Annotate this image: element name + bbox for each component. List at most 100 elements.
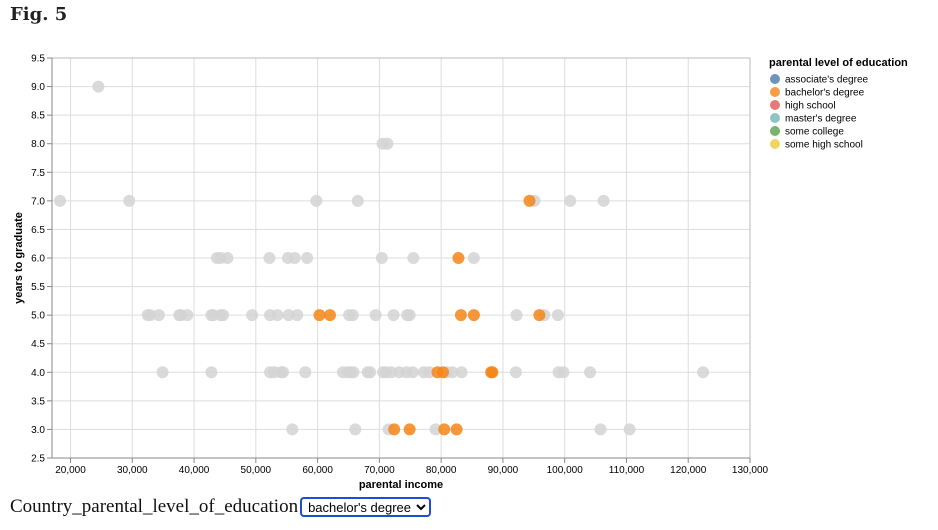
chart-grid bbox=[52, 57, 751, 459]
data-point-unselected[interactable] bbox=[291, 309, 304, 322]
data-point-unselected[interactable] bbox=[406, 366, 419, 379]
data-point-unselected[interactable] bbox=[217, 309, 230, 322]
filter-label: Country_parental_level_of_education bbox=[10, 496, 299, 517]
data-point-unselected[interactable] bbox=[429, 423, 442, 436]
data-point-selected[interactable] bbox=[323, 309, 336, 322]
x-tick-label: 70,000 bbox=[364, 465, 395, 476]
data-point-unselected[interactable] bbox=[509, 366, 522, 379]
data-point-selected[interactable] bbox=[533, 309, 546, 322]
data-point-unselected[interactable] bbox=[387, 309, 400, 322]
y-tick-label: 2.5 bbox=[31, 454, 45, 465]
data-point-unselected[interactable] bbox=[347, 366, 360, 379]
data-point-unselected[interactable] bbox=[181, 309, 194, 322]
legend-label[interactable]: associate's degree bbox=[785, 75, 869, 86]
legend-label[interactable]: some high school bbox=[785, 140, 863, 151]
data-point-unselected[interactable] bbox=[369, 309, 382, 322]
filter-row: Country_parental_level_of_education bach… bbox=[10, 496, 432, 518]
data-point-unselected[interactable] bbox=[310, 194, 323, 207]
data-point-unselected[interactable] bbox=[623, 423, 636, 436]
data-point-unselected[interactable] bbox=[277, 366, 290, 379]
legend-swatch[interactable] bbox=[770, 100, 780, 110]
data-point-unselected[interactable] bbox=[584, 366, 597, 379]
legend-swatch[interactable] bbox=[770, 87, 780, 97]
data-point-unselected[interactable] bbox=[349, 423, 362, 436]
x-tick-label: 90,000 bbox=[488, 465, 519, 476]
x-axis-label: parental income bbox=[359, 479, 443, 491]
y-tick-label: 4.0 bbox=[31, 368, 45, 379]
y-tick-label: 3.5 bbox=[31, 396, 45, 407]
data-point-unselected[interactable] bbox=[299, 366, 312, 379]
data-point-unselected[interactable] bbox=[263, 252, 276, 264]
data-point-selected[interactable] bbox=[486, 366, 499, 379]
data-point-unselected[interactable] bbox=[364, 366, 377, 379]
data-point-unselected[interactable] bbox=[446, 366, 459, 379]
data-point-unselected[interactable] bbox=[301, 252, 314, 264]
x-tick-label: 100,000 bbox=[547, 465, 584, 476]
data-point-unselected[interactable] bbox=[92, 80, 105, 93]
y-tick-label: 7.5 bbox=[31, 168, 45, 179]
legend-swatch[interactable] bbox=[770, 74, 780, 84]
legend-swatch[interactable] bbox=[770, 139, 780, 149]
data-point-selected[interactable] bbox=[437, 366, 450, 379]
data-point-unselected[interactable] bbox=[594, 423, 607, 436]
data-point-unselected[interactable] bbox=[123, 194, 136, 207]
data-point-unselected[interactable] bbox=[564, 194, 577, 207]
legend[interactable]: parental level of education associate's … bbox=[769, 57, 908, 151]
data-point-selected[interactable] bbox=[523, 194, 536, 207]
data-point-unselected[interactable] bbox=[455, 366, 468, 379]
data-point-unselected[interactable] bbox=[697, 366, 710, 379]
data-point-unselected[interactable] bbox=[288, 252, 301, 264]
legend-label[interactable]: bachelor's degree bbox=[785, 88, 865, 99]
legend-label[interactable]: master's degree bbox=[785, 114, 857, 125]
x-tick-label: 120,000 bbox=[670, 465, 707, 476]
data-point-unselected[interactable] bbox=[467, 252, 480, 264]
chart-axes: 2.5 3.0 3.5 4.0 4.5 5.0 5.5 6.0 6.5 7.0 7.5 8.0 8.5 9… bbox=[31, 54, 768, 477]
figure-title: Fig. 5 bbox=[10, 4, 68, 25]
data-point-unselected[interactable] bbox=[282, 309, 295, 322]
y-tick-label: 5.5 bbox=[31, 282, 45, 293]
data-point-unselected[interactable] bbox=[271, 309, 284, 322]
data-point-unselected[interactable] bbox=[205, 366, 218, 379]
data-point-selected[interactable] bbox=[467, 309, 480, 322]
data-point-unselected[interactable] bbox=[557, 366, 570, 379]
data-point-unselected[interactable] bbox=[407, 252, 420, 264]
data-point-unselected[interactable] bbox=[152, 309, 165, 322]
data-point-unselected[interactable] bbox=[381, 137, 394, 150]
data-point-selected[interactable] bbox=[450, 423, 463, 436]
y-tick-label: 8.5 bbox=[31, 111, 45, 122]
y-tick-label: 9.5 bbox=[31, 54, 45, 65]
x-tick-label: 20,000 bbox=[55, 465, 86, 476]
data-point-selected[interactable] bbox=[313, 309, 326, 322]
x-tick-label: 30,000 bbox=[117, 465, 148, 476]
legend-label[interactable]: high school bbox=[785, 101, 836, 112]
data-point-unselected[interactable] bbox=[551, 309, 564, 322]
data-point-unselected[interactable] bbox=[54, 194, 67, 207]
data-point-selected[interactable] bbox=[438, 423, 451, 436]
data-point-selected[interactable] bbox=[403, 423, 416, 436]
y-axis-label: years to graduate bbox=[13, 212, 25, 304]
x-tick-label: 40,000 bbox=[179, 465, 210, 476]
data-point-unselected[interactable] bbox=[375, 252, 388, 264]
data-point-selected[interactable] bbox=[452, 252, 465, 264]
y-tick-label: 3.0 bbox=[31, 425, 45, 436]
legend-label[interactable]: some college bbox=[785, 127, 844, 138]
data-point-unselected[interactable] bbox=[351, 194, 364, 207]
data-point-unselected[interactable] bbox=[597, 194, 610, 207]
data-point-unselected[interactable] bbox=[510, 309, 523, 322]
scatter-chart: 2.5 3.0 3.5 4.0 4.5 5.0 5.5 6.0 6.5 7.0 7.5 8.0 8.5 9… bbox=[13, 54, 908, 492]
data-point-unselected[interactable] bbox=[246, 309, 259, 322]
legend-swatch[interactable] bbox=[770, 113, 780, 123]
data-point-unselected[interactable] bbox=[403, 309, 416, 322]
data-point-unselected[interactable] bbox=[156, 366, 169, 379]
data-points[interactable] bbox=[54, 80, 710, 436]
x-tick-label: 60,000 bbox=[302, 465, 333, 476]
data-point-selected[interactable] bbox=[454, 309, 467, 322]
data-point-selected[interactable] bbox=[388, 423, 401, 436]
legend-swatch[interactable] bbox=[770, 126, 780, 136]
data-point-unselected[interactable] bbox=[221, 252, 234, 264]
data-point-unselected[interactable] bbox=[144, 309, 157, 322]
data-point-unselected[interactable] bbox=[346, 309, 359, 322]
data-point-unselected[interactable] bbox=[286, 423, 299, 436]
legend-items[interactable]: associate's degree bachelor's degree high … bbox=[770, 74, 869, 151]
education-filter-select[interactable]: bachelor's degree bbox=[300, 497, 432, 517]
